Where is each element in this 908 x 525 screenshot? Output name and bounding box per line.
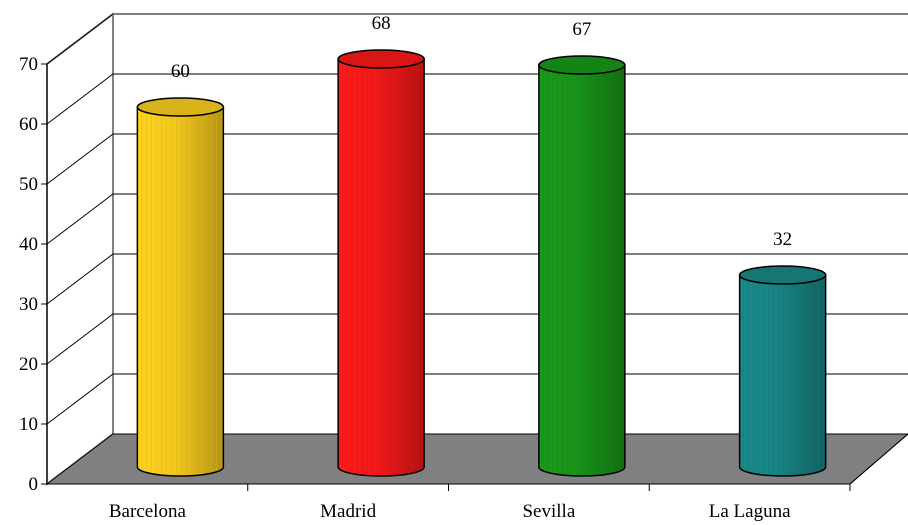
data-label: 32 <box>773 229 792 250</box>
y-tick-label: 20 <box>19 354 38 375</box>
gridline-diagonal <box>46 133 114 185</box>
category-label: Barcelona <box>109 501 187 522</box>
gridline-diagonal <box>46 373 114 425</box>
data-label: 67 <box>572 19 591 40</box>
bars <box>136 49 827 477</box>
left-wall <box>46 11 114 487</box>
bar-top <box>538 55 626 75</box>
bar-top <box>738 265 827 285</box>
y-tick-label: 10 <box>19 414 38 435</box>
data-label: 68 <box>372 13 391 34</box>
bar-sevilla <box>538 64 626 477</box>
bar-la-laguna <box>738 274 827 477</box>
labels: 0 10 20 30 40 50 60 70 60 Barcelona 68 Madrid 67 Sevi… <box>19 13 792 522</box>
bar-madrid <box>337 58 425 477</box>
data-label: 60 <box>171 61 190 82</box>
y-tick-label: 60 <box>19 114 38 135</box>
y-tick-label: 70 <box>19 54 38 75</box>
category-label: La Laguna <box>709 501 791 522</box>
gridline-diagonal <box>46 73 114 125</box>
category-label: Sevilla <box>522 501 575 522</box>
y-tick-label: 40 <box>19 234 38 255</box>
y-tick-label: 30 <box>19 294 38 315</box>
category-label: Madrid <box>320 501 376 522</box>
y-tick-label: 50 <box>19 174 38 195</box>
bar-barcelona <box>136 106 225 477</box>
gridline-diagonal <box>46 253 114 305</box>
bar-top <box>136 97 225 117</box>
gridline-diagonal <box>46 193 114 245</box>
axes <box>41 63 908 491</box>
gridline-diagonal <box>46 313 114 365</box>
floor-right-edge <box>849 433 908 485</box>
gridline-diagonal <box>46 13 114 65</box>
bar-top <box>337 49 425 69</box>
y-tick-label: 0 <box>29 474 39 495</box>
